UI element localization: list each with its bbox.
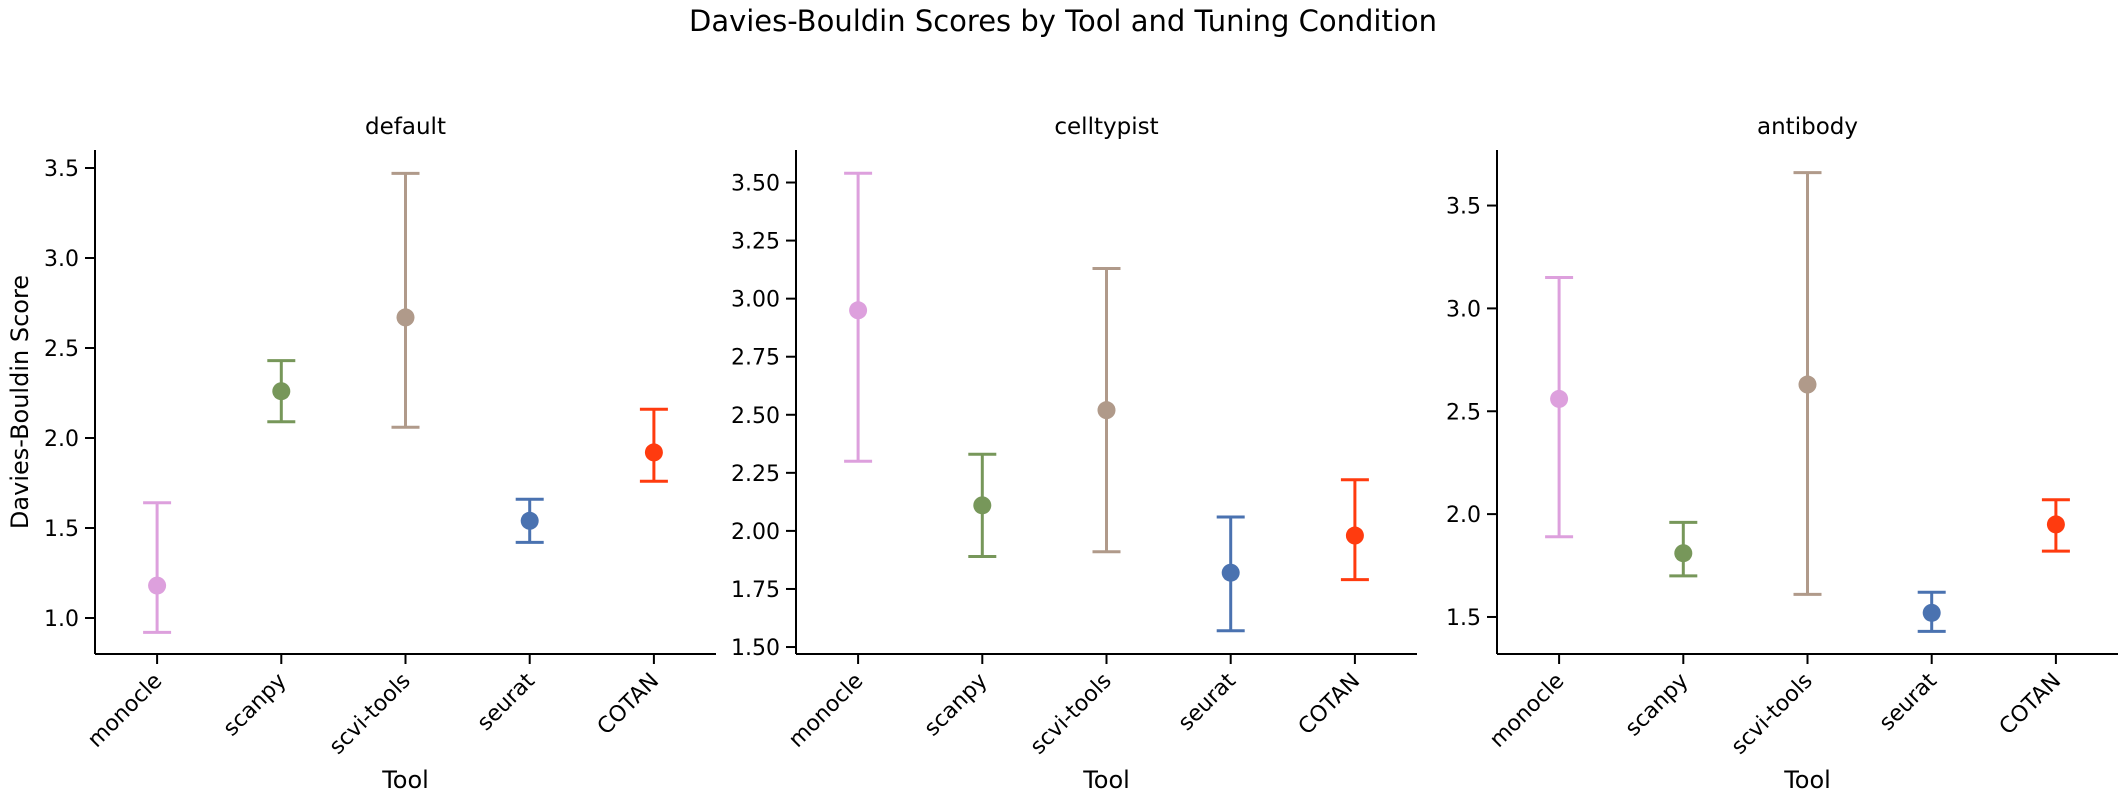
y-tick-label: 2.25 [731, 462, 780, 487]
data-point [396, 308, 415, 327]
y-tick-label: 2.75 [731, 346, 780, 371]
panel-title: default [365, 114, 446, 140]
x-tick-label: COTAN [1294, 669, 1365, 740]
x-tick-label: monocle [83, 669, 167, 753]
x-tick-label: monocle [1485, 669, 1569, 753]
x-tick-label: monocle [784, 669, 868, 753]
panel-title: antibody [1757, 114, 1858, 140]
x-axis-label: Tool [1082, 766, 1130, 794]
data-point [644, 443, 663, 462]
x-tick-label: seurat [473, 668, 541, 736]
y-axis-label: Davies-Bouldin Score [6, 275, 34, 529]
panel-title: celltypist [1054, 114, 1158, 140]
x-tick-label: seurat [1875, 668, 1943, 736]
y-tick-label: 2.0 [44, 427, 79, 452]
data-point [1221, 563, 1240, 582]
y-tick-label: 1.5 [1446, 606, 1481, 631]
x-tick-label: COTAN [1995, 669, 2066, 740]
panel-1: default 1.0 1.5 2.0 2.5 3.0 3.5 monocle scanpy sc… [6, 114, 716, 794]
y-tick-label: 2.50 [731, 404, 780, 429]
data-point [1674, 544, 1693, 563]
data-point [1798, 375, 1817, 394]
x-tick-label: scanpy [1621, 669, 1694, 742]
data-point [1097, 401, 1116, 420]
x-tick-label: scvi-tools [1727, 669, 1818, 760]
figure-title: Davies-Bouldin Scores by Tool and Tuning… [688, 4, 1438, 38]
x-tick-label: seurat [1174, 668, 1242, 736]
data-point [520, 511, 539, 530]
data-point [973, 496, 992, 515]
y-tick-label: 1.5 [44, 517, 79, 542]
data-point [148, 576, 167, 595]
y-tick-label: 3.5 [1446, 195, 1481, 220]
x-axis-label: Tool [381, 766, 429, 794]
y-tick-label: 3.5 [44, 157, 79, 182]
data-point [849, 301, 868, 320]
data-point [2046, 515, 2065, 534]
panel-2: celltypist 1.50 1.75 2.00 2.25 2.50 2.75 3.00 3.… [731, 114, 1417, 794]
y-tick-label: 2.5 [44, 337, 79, 362]
x-tick-label: scvi-tools [325, 669, 416, 760]
x-tick-label: scvi-tools [1026, 669, 1117, 760]
x-axis-label: Tool [1783, 766, 1831, 794]
y-tick-label: 3.0 [44, 247, 79, 272]
data-point [1922, 603, 1941, 622]
x-tick-label: scanpy [920, 669, 993, 742]
y-tick-label: 3.25 [731, 230, 780, 255]
x-tick-label: COTAN [593, 669, 664, 740]
y-tick-label: 1.75 [731, 578, 780, 603]
panel-3: antibody 1.5 2.0 2.5 3.0 3.5 monocle scanpy scvi… [1446, 114, 2118, 794]
y-tick-label: 2.5 [1446, 400, 1481, 425]
y-tick-label: 3.00 [731, 288, 780, 313]
data-point [272, 382, 291, 401]
y-tick-label: 2.0 [1446, 503, 1481, 528]
x-tick-label: scanpy [219, 669, 292, 742]
y-tick-label: 3.0 [1446, 297, 1481, 322]
y-tick-label: 2.00 [731, 520, 780, 545]
data-point [1550, 389, 1569, 408]
data-point [1345, 526, 1364, 545]
y-tick-label: 1.0 [44, 607, 79, 632]
y-tick-label: 1.50 [731, 636, 780, 661]
y-tick-label: 3.50 [731, 172, 780, 197]
